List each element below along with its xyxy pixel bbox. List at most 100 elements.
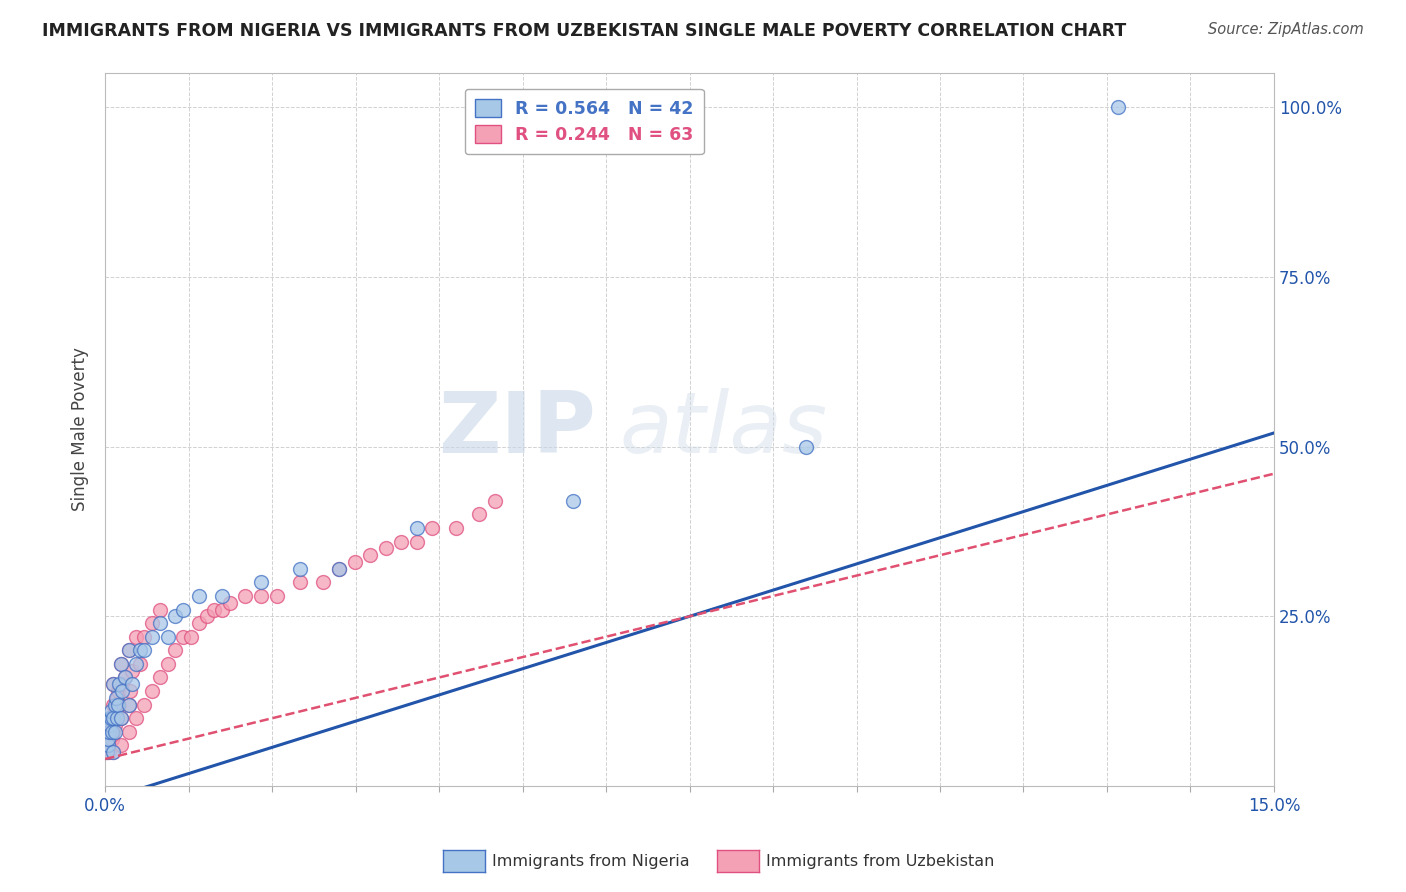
Point xyxy=(134,630,156,644)
Y-axis label: Single Male Poverty: Single Male Poverty xyxy=(72,348,89,511)
Point xyxy=(218,596,240,610)
Point xyxy=(796,440,818,454)
Point xyxy=(561,494,583,508)
Point xyxy=(117,643,139,657)
Point xyxy=(101,698,124,712)
Point xyxy=(98,718,121,732)
Point xyxy=(101,677,124,691)
Point xyxy=(100,705,122,719)
Point xyxy=(101,724,124,739)
Point xyxy=(96,739,118,753)
Point xyxy=(103,711,125,725)
Point xyxy=(96,739,118,753)
Point xyxy=(117,698,139,712)
Point xyxy=(405,534,427,549)
Point xyxy=(101,731,124,746)
Point xyxy=(108,698,131,712)
Point xyxy=(172,602,194,616)
Point xyxy=(101,724,124,739)
Point xyxy=(100,724,122,739)
Point xyxy=(108,677,131,691)
Point xyxy=(98,745,121,759)
Point xyxy=(156,630,179,644)
Point xyxy=(110,657,132,671)
Point xyxy=(125,711,148,725)
Point xyxy=(195,609,218,624)
Point xyxy=(98,724,121,739)
Point xyxy=(100,711,122,725)
Point xyxy=(111,684,134,698)
Point xyxy=(235,589,257,603)
Point xyxy=(211,602,233,616)
Text: Source: ZipAtlas.com: Source: ZipAtlas.com xyxy=(1208,22,1364,37)
Point xyxy=(149,616,172,631)
Point xyxy=(484,494,506,508)
Text: ZIP: ZIP xyxy=(439,388,596,471)
Point xyxy=(104,718,127,732)
Point xyxy=(101,677,124,691)
Point xyxy=(97,731,120,746)
Point xyxy=(343,555,366,569)
Point xyxy=(172,630,194,644)
Point xyxy=(101,745,124,759)
Point xyxy=(105,705,128,719)
Point xyxy=(202,602,225,616)
Point xyxy=(117,698,139,712)
Point xyxy=(101,711,124,725)
Point xyxy=(389,534,412,549)
Point xyxy=(110,711,132,725)
Point xyxy=(187,589,209,603)
Point xyxy=(114,670,136,684)
Point xyxy=(105,711,128,725)
Point xyxy=(405,521,427,535)
Point xyxy=(165,643,187,657)
Point xyxy=(105,690,128,705)
Point xyxy=(97,731,120,746)
Point xyxy=(288,562,311,576)
Point xyxy=(101,745,124,759)
Point xyxy=(117,724,139,739)
Point xyxy=(359,548,381,562)
Point xyxy=(422,521,444,535)
Text: Immigrants from Nigeria: Immigrants from Nigeria xyxy=(492,855,690,869)
Point xyxy=(165,609,187,624)
Point xyxy=(110,739,132,753)
Point xyxy=(129,657,152,671)
Point xyxy=(134,643,156,657)
Point xyxy=(129,643,152,657)
Text: Immigrants from Uzbekistan: Immigrants from Uzbekistan xyxy=(766,855,994,869)
Point xyxy=(103,698,125,712)
Point xyxy=(374,541,396,556)
Point xyxy=(312,575,335,590)
Point xyxy=(120,684,142,698)
Point xyxy=(111,677,134,691)
Point xyxy=(211,589,233,603)
Point xyxy=(444,521,467,535)
Point xyxy=(125,630,148,644)
Point xyxy=(141,630,163,644)
Point xyxy=(114,670,136,684)
Point xyxy=(250,589,273,603)
Point xyxy=(98,711,121,725)
Point xyxy=(125,657,148,671)
Point xyxy=(468,508,491,522)
Point xyxy=(110,711,132,725)
Point xyxy=(328,562,350,576)
Point xyxy=(104,724,127,739)
Point xyxy=(250,575,273,590)
Point xyxy=(1107,100,1129,114)
Point xyxy=(96,745,118,759)
Point xyxy=(98,718,121,732)
Point xyxy=(98,724,121,739)
Point xyxy=(149,602,172,616)
Text: IMMIGRANTS FROM NIGERIA VS IMMIGRANTS FROM UZBEKISTAN SINGLE MALE POVERTY CORREL: IMMIGRANTS FROM NIGERIA VS IMMIGRANTS FR… xyxy=(42,22,1126,40)
Legend: R = 0.564   N = 42, R = 0.244   N = 63: R = 0.564 N = 42, R = 0.244 N = 63 xyxy=(464,89,703,154)
Point xyxy=(288,575,311,590)
Point xyxy=(94,745,117,759)
Point xyxy=(180,630,202,644)
Point xyxy=(105,690,128,705)
Point xyxy=(149,670,172,684)
Point xyxy=(121,664,143,678)
Point xyxy=(107,698,129,712)
Point xyxy=(141,616,163,631)
